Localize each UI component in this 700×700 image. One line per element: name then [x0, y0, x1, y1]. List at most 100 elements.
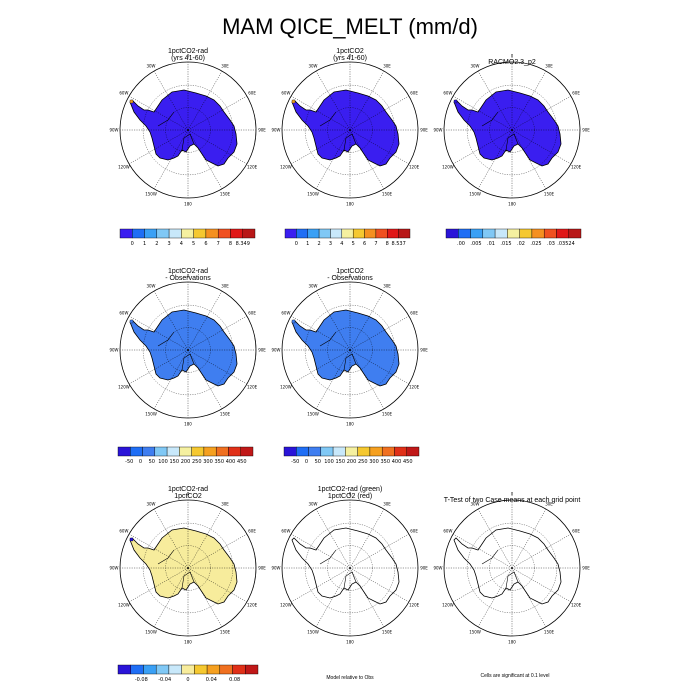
colorbar-swatch	[156, 228, 170, 239]
longitude-label: 150W	[469, 630, 481, 635]
antarctica-shape	[291, 527, 400, 605]
longitude-label: 180	[184, 640, 192, 645]
longitude-label: 90E	[258, 128, 266, 133]
meridian-line	[187, 291, 223, 351]
colorbar-swatch	[308, 446, 322, 457]
colorbar-label: -0.04	[158, 677, 171, 683]
colorbar-swatch	[193, 228, 207, 239]
longitude-label: 150E	[220, 192, 231, 197]
map-panel-4: 1pctCO2-rad - Observations 0 30E 60E 90E 120E 1…	[108, 266, 268, 427]
figure-title: MAM QICE_MELT (mm/d)	[222, 14, 478, 39]
longitude-label: 60W	[281, 91, 290, 96]
colorbar-label: 7	[217, 241, 220, 247]
panel-title-line: - Observations	[165, 275, 211, 282]
colorbar-swatch	[494, 228, 508, 239]
longitude-label: 120E	[571, 603, 582, 608]
colorbar-label: 8	[229, 241, 232, 247]
colorbar-swatch	[332, 446, 346, 457]
polar-map: 0 30E 60E 90E 120E 150E 180 150W 120W 90W 60W 30W +	[433, 54, 590, 207]
longitude-label: 150W	[145, 630, 157, 635]
peninsula-cell	[129, 319, 134, 324]
meridian-line	[187, 349, 223, 409]
colorbar-label: 8.537	[391, 241, 405, 247]
parallel-circle	[327, 327, 373, 373]
peninsula-cell	[291, 319, 296, 324]
colorbar-label: 250	[358, 459, 368, 465]
parallel-circle	[304, 522, 396, 614]
colorbar-label: 150	[169, 459, 179, 465]
longitude-label: 90W	[433, 566, 442, 571]
parallel-circle	[327, 107, 373, 153]
longitude-label: 30E	[221, 63, 229, 68]
colorbar-swatch	[217, 228, 231, 239]
longitude-label: 120E	[409, 165, 420, 170]
longitude-label: 0	[349, 274, 352, 279]
meridian-line	[187, 95, 247, 131]
meridian-line	[187, 129, 223, 189]
colorbar-swatch	[345, 446, 358, 457]
meridian-line	[187, 533, 247, 569]
longitude-label: 180	[346, 202, 354, 207]
colorbar-label: 300	[203, 459, 213, 465]
meridian-line	[511, 129, 547, 189]
colorbar-swatch	[531, 228, 545, 239]
map-panel-8: T-Test of two Case means at each grid po…	[432, 484, 592, 645]
longitude-label: 30W	[146, 63, 155, 68]
meridian-line	[153, 129, 189, 189]
panel-title: 1pctCO2 (yrs 41-60)	[270, 48, 430, 62]
longitude-label: 60W	[119, 91, 128, 96]
longitude-label: 60E	[410, 311, 418, 316]
meridian-line	[349, 509, 385, 569]
longitude-label: 60E	[572, 529, 580, 534]
colorbar-label: 0	[139, 459, 142, 465]
significance-note: Cells are significant at 0.1 level	[480, 673, 550, 679]
colorbar-label: 400	[226, 459, 236, 465]
longitude-label: 90E	[582, 128, 590, 133]
parallel-circle	[165, 107, 211, 153]
meridian-line	[349, 533, 409, 569]
longitude-label: 30E	[545, 501, 553, 506]
longitude-label: 90E	[258, 348, 266, 353]
colorbar-swatch	[352, 228, 365, 239]
longitude-label: 150E	[220, 630, 231, 635]
panel-title-line: (yrs 41-60)	[171, 55, 205, 62]
colorbar-swatch	[296, 228, 308, 239]
colorbar-swatch	[381, 446, 395, 457]
colorbar-label: 0	[131, 241, 134, 247]
colorbar-swatch	[219, 664, 233, 675]
colorbar-swatch	[142, 446, 156, 457]
panel-title: 1pctCO2-rad - Observations	[108, 268, 268, 282]
map-panel-6: 1pctCO2-rad 1pctCO2 0 30E 60E 90E 120E 150E 180 1…	[108, 484, 268, 645]
colorbar-swatch	[168, 228, 182, 239]
colorbar-swatch	[117, 664, 131, 675]
colorbar-swatch	[470, 228, 484, 239]
polar-map: 0 30E 60E 90E 120E 150E 180 150W 120W 90W 60W 30W +	[109, 54, 266, 207]
colorbar-label: 0	[305, 459, 308, 465]
parallel-circle	[489, 545, 535, 591]
parallel-circle	[304, 84, 396, 176]
colorbar-svg: -0.08 -0.04 0 0.04 0.08	[117, 664, 259, 683]
longitude-label: 120W	[442, 165, 454, 170]
polar-map: 0 30E 60E 90E 120E 150E 180 150W 120W 90W 60W 30W +	[433, 492, 590, 645]
longitude-label: 150E	[382, 192, 393, 197]
meridian-line	[291, 95, 351, 131]
longitude-label: 90W	[109, 128, 118, 133]
colorbar-label: 2	[155, 241, 158, 247]
longitude-label: 60E	[248, 91, 256, 96]
longitude-label: 60E	[410, 91, 418, 96]
longitude-label: 180	[184, 422, 192, 427]
meridian-line	[187, 129, 247, 165]
longitude-label: 150E	[544, 630, 555, 635]
colorbar-label: 100	[158, 459, 168, 465]
longitude-label: 180	[508, 202, 516, 207]
panel-title-line: 1pctCO2-rad	[167, 486, 209, 493]
colorbar-swatch	[318, 228, 331, 239]
meridian-line	[315, 129, 351, 189]
map-panel-7: 1pctCO2-rad (green) 1pctCO2 (red) 0 30E 60E 9…	[270, 484, 430, 645]
colorbar-swatch	[543, 228, 557, 239]
parallel-circle	[466, 522, 558, 614]
longitude-label: 0	[349, 54, 352, 59]
longitude-label: 0	[187, 492, 190, 497]
colorbar-swatch	[245, 664, 259, 675]
longitude-label: 120E	[571, 165, 582, 170]
